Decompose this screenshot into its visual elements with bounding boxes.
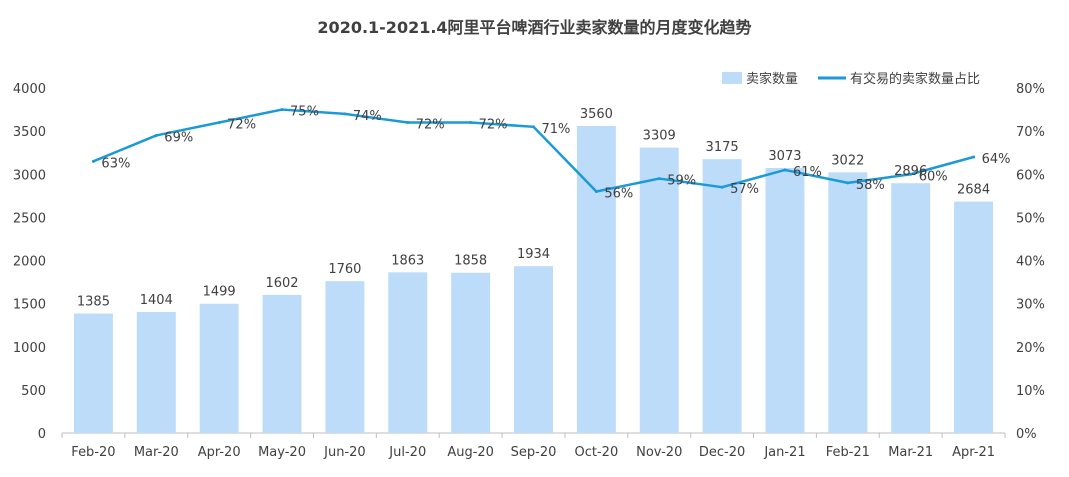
bar bbox=[891, 183, 931, 433]
bar-data-label: 3022 bbox=[831, 153, 864, 168]
legend: 卖家数量 有交易的卖家数量占比 bbox=[722, 71, 980, 87]
bar bbox=[388, 272, 428, 433]
right-axis-tick: 10% bbox=[1016, 384, 1045, 399]
bar bbox=[639, 147, 679, 433]
bar bbox=[325, 281, 365, 433]
left-axis-tick: 1500 bbox=[13, 298, 46, 313]
x-axis-tick: May-20 bbox=[258, 445, 306, 460]
line-point bbox=[154, 133, 158, 137]
x-axis-tick: Jul-20 bbox=[388, 445, 426, 460]
line-point bbox=[280, 108, 284, 112]
x-axis-tick: Jan-21 bbox=[763, 445, 805, 460]
bar-data-label: 1760 bbox=[328, 262, 361, 277]
bar-data-label: 1404 bbox=[140, 293, 173, 308]
bar-data-label: 1499 bbox=[203, 285, 236, 300]
bar bbox=[451, 272, 491, 433]
bar bbox=[576, 125, 616, 433]
line-data-label: 64% bbox=[982, 152, 1011, 167]
bar bbox=[136, 311, 176, 433]
x-axis-tick: Dec-20 bbox=[699, 445, 745, 460]
x-axis-tick: Oct-20 bbox=[575, 445, 619, 460]
line-point bbox=[783, 168, 787, 172]
line-point bbox=[720, 185, 724, 189]
left-axis-tick: 1000 bbox=[13, 341, 46, 356]
bar-data-label: 3309 bbox=[643, 129, 676, 144]
x-axis-tick: Mar-20 bbox=[134, 445, 179, 460]
x-axis-tick: Jun-20 bbox=[323, 445, 366, 460]
line-point bbox=[91, 159, 95, 163]
left-axis-tick: 3500 bbox=[13, 125, 46, 140]
line-point bbox=[532, 125, 535, 129]
bar bbox=[514, 266, 553, 433]
left-axis-tick: 2000 bbox=[13, 255, 46, 270]
x-axis-tick: Aug-20 bbox=[447, 445, 494, 460]
bar bbox=[765, 167, 805, 434]
line-point bbox=[846, 181, 850, 185]
x-axis-tick: Apr-21 bbox=[952, 445, 995, 460]
bar-data-label: 1385 bbox=[77, 295, 110, 310]
x-axis-tick: Apr-20 bbox=[198, 445, 241, 460]
left-axis-tick: 2500 bbox=[13, 211, 46, 226]
bar-data-label: 2684 bbox=[957, 183, 990, 198]
line-data-label: 72% bbox=[227, 118, 256, 133]
line-point bbox=[972, 155, 976, 159]
bar-data-label: 2896 bbox=[894, 164, 927, 179]
right-axis-tick: 0% bbox=[1016, 427, 1037, 442]
left-axis-tick: 4000 bbox=[13, 82, 46, 97]
bar bbox=[262, 294, 302, 433]
bar-data-label: 1602 bbox=[265, 276, 298, 291]
bar bbox=[199, 303, 239, 433]
legend-label-bar: 卖家数量 bbox=[746, 71, 798, 87]
line-data-label: 60% bbox=[919, 169, 948, 184]
left-axis-tick: 500 bbox=[21, 384, 46, 399]
right-axis-tick: 40% bbox=[1016, 255, 1045, 270]
line-data-label: 63% bbox=[101, 156, 130, 171]
right-axis-tick: 70% bbox=[1016, 125, 1045, 140]
right-axis-tick: 30% bbox=[1016, 298, 1045, 313]
x-axis-tick: Nov-20 bbox=[636, 445, 682, 460]
right-axis-tick: 20% bbox=[1016, 341, 1045, 356]
line-data-label: 75% bbox=[290, 105, 319, 120]
bar-data-label: 1858 bbox=[454, 254, 487, 269]
right-axis-tick: 50% bbox=[1016, 211, 1045, 226]
x-axis-tick: Feb-20 bbox=[71, 445, 115, 460]
legend-swatch-bar bbox=[722, 72, 742, 84]
line-data-label: 69% bbox=[164, 130, 193, 145]
bar bbox=[73, 313, 113, 433]
line-point bbox=[343, 112, 347, 116]
line-data-label: 71% bbox=[542, 122, 571, 137]
line-point bbox=[406, 121, 410, 124]
bar bbox=[702, 159, 742, 433]
bar-data-label: 3073 bbox=[768, 149, 801, 164]
line-point bbox=[909, 172, 913, 176]
bar-data-label: 3175 bbox=[706, 140, 739, 155]
x-axis-tick: Sep-20 bbox=[511, 445, 557, 460]
line-data-label: 58% bbox=[856, 178, 885, 193]
right-axis-tick: 80% bbox=[1016, 82, 1045, 97]
line-data-label: 59% bbox=[667, 174, 696, 189]
line-data-label: 61% bbox=[793, 165, 822, 180]
x-axis-tick: Mar-21 bbox=[888, 445, 933, 460]
line-data-label: 56% bbox=[604, 187, 633, 202]
line-data-label: 57% bbox=[730, 182, 759, 197]
line-point bbox=[594, 190, 598, 193]
bar bbox=[828, 172, 868, 434]
bar-data-label: 1863 bbox=[391, 253, 424, 268]
legend-label-line: 有交易的卖家数量占比 bbox=[850, 71, 980, 87]
line-data-label: 74% bbox=[353, 109, 382, 124]
left-axis-tick: 0 bbox=[38, 427, 46, 442]
right-axis-tick: 60% bbox=[1016, 168, 1045, 183]
bar-data-label: 3560 bbox=[580, 107, 613, 122]
bar-data-label: 1934 bbox=[517, 247, 550, 262]
line-data-label: 72% bbox=[416, 118, 445, 133]
line-point bbox=[657, 177, 661, 181]
bar bbox=[954, 201, 994, 433]
x-axis-tick: Feb-21 bbox=[826, 445, 870, 460]
chart-title: 2020.1-2021.4阿里平台啤酒行业卖家数量的月度变化趋势 bbox=[317, 18, 752, 37]
left-axis-tick: 3000 bbox=[13, 168, 46, 183]
line-point bbox=[217, 121, 221, 124]
line-point bbox=[469, 121, 473, 124]
line-data-label: 72% bbox=[479, 118, 508, 133]
